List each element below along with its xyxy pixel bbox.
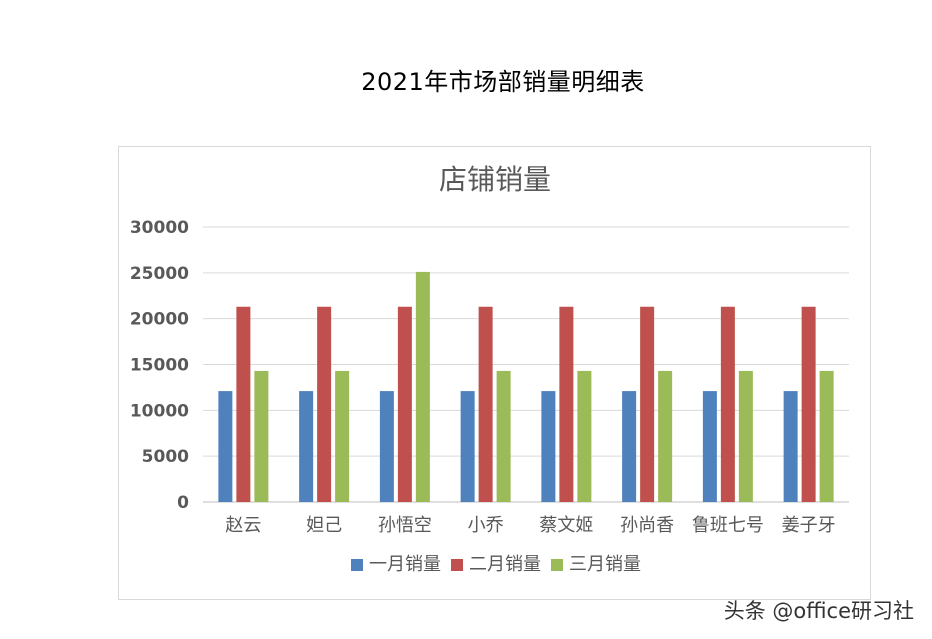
- bar: [379, 391, 394, 502]
- bar: [460, 391, 475, 502]
- x-tick-label: 鲁班七号: [692, 515, 764, 536]
- y-tick-label: 15000: [130, 356, 189, 376]
- bar: [541, 391, 556, 502]
- legend-label: 三月销量: [569, 554, 641, 575]
- bar: [640, 306, 655, 502]
- bar: [720, 306, 735, 502]
- bar: [317, 306, 332, 502]
- y-tick-label: 30000: [130, 218, 189, 238]
- y-tick-label: 10000: [130, 401, 189, 421]
- page-title: 2021年市场部销量明细表: [361, 68, 645, 96]
- bar: [236, 306, 251, 502]
- bar: [478, 306, 493, 502]
- x-tick-label: 赵云: [225, 515, 261, 536]
- x-tick-label: 小乔: [468, 515, 504, 536]
- x-tick-label: 孙悟空: [378, 515, 432, 536]
- bar: [415, 271, 430, 502]
- legend-swatch: [551, 559, 563, 571]
- legend-label: 一月销量: [369, 554, 441, 575]
- y-tick-label: 25000: [130, 264, 189, 284]
- bar: [622, 391, 637, 502]
- bar: [577, 370, 592, 502]
- x-tick-label: 妲己: [306, 515, 342, 536]
- bar-chart: 店铺销量 0 5000 10000 15000 20000 25000 30000 赵云 妲己 孙悟…: [130, 163, 849, 575]
- bar: [783, 391, 798, 502]
- x-tick-label: 孙尚香: [620, 515, 674, 536]
- bar: [819, 370, 834, 502]
- bar: [702, 391, 717, 502]
- chart-title: 店铺销量: [439, 163, 551, 196]
- bar: [801, 306, 816, 502]
- y-tick-label: 5000: [142, 447, 189, 467]
- y-tick-label: 20000: [130, 310, 189, 330]
- y-tick-label: 0: [177, 493, 189, 513]
- bar: [218, 391, 233, 502]
- bar: [658, 370, 673, 502]
- bar: [335, 370, 350, 502]
- legend-swatch: [351, 559, 363, 571]
- bar: [559, 306, 574, 502]
- bar: [299, 391, 314, 502]
- bar: [254, 370, 269, 502]
- legend-swatch: [451, 559, 463, 571]
- bar: [496, 370, 511, 502]
- legend-label: 二月销量: [469, 554, 541, 575]
- bar: [397, 306, 412, 502]
- x-tick-label: 蔡文姬: [539, 515, 593, 536]
- bar: [738, 370, 753, 502]
- chart-frame: 店铺销量 0 5000 10000 15000 20000 25000 30000 赵云 妲己 孙悟…: [118, 146, 871, 600]
- watermark: 头条 @office研习社: [723, 599, 914, 623]
- x-tick-label: 姜子牙: [782, 515, 836, 536]
